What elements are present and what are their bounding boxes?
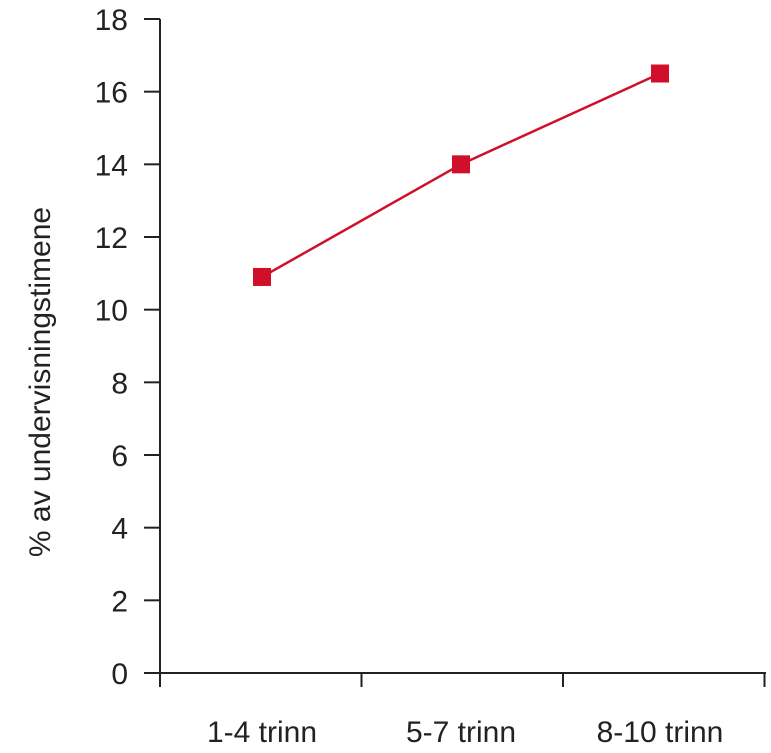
y-tick-label: 6	[111, 440, 128, 473]
data-point-marker	[253, 267, 271, 286]
y-tick-label: 0	[111, 658, 128, 691]
y-tick-label: 2	[111, 585, 128, 618]
y-tick-label: 18	[95, 4, 128, 37]
data-point-marker	[651, 64, 669, 83]
x-tick-label: 5-7 trinn	[406, 716, 516, 749]
y-tick-label: 12	[95, 222, 128, 255]
y-tick-label: 4	[111, 513, 128, 546]
y-axis: 0 2 4 6 8 10 12 14 16 18	[95, 4, 161, 691]
series-line	[261, 72, 661, 279]
x-axis: 1-4 trinn 5-7 trinn 8-10 trinn	[159, 672, 766, 749]
y-tick-label: 16	[95, 77, 128, 110]
y-tick-label: 10	[95, 295, 128, 328]
y-tick-label: 8	[111, 367, 128, 400]
x-tick-label: 8-10 trinn	[597, 716, 724, 749]
y-tick-label: 14	[95, 149, 128, 182]
y-axis-label: % av undervisningstimene	[24, 207, 57, 557]
series-layer	[253, 64, 669, 286]
data-point-marker	[452, 155, 470, 174]
x-tick-label: 1-4 trinn	[207, 716, 317, 749]
